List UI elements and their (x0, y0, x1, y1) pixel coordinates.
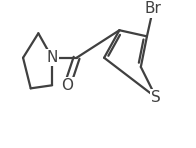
Text: N: N (46, 50, 58, 65)
Text: Br: Br (145, 1, 162, 16)
Text: S: S (151, 90, 161, 105)
Text: O: O (61, 78, 74, 93)
